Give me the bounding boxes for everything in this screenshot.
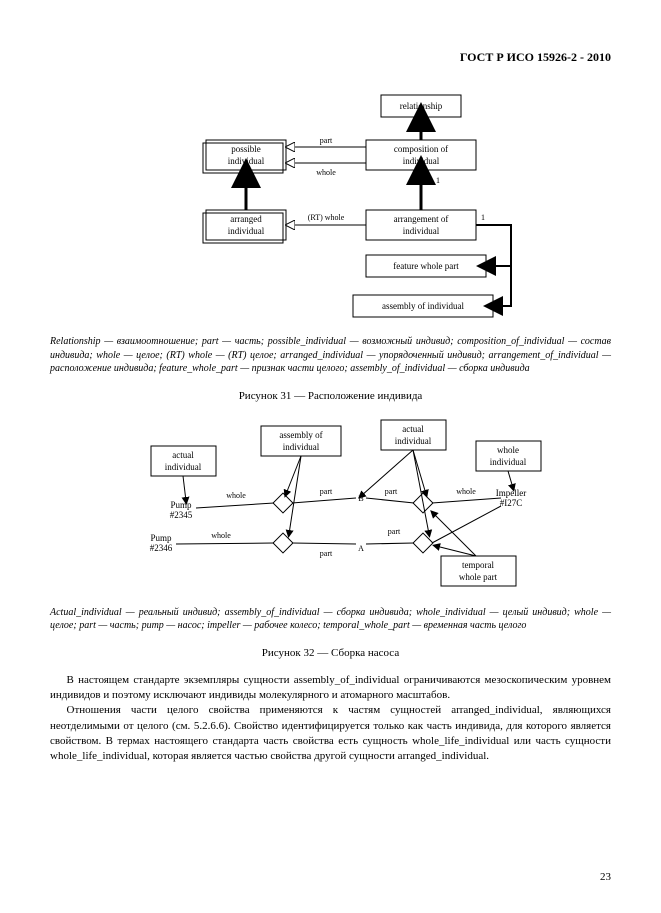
lbl-part3: part [384,487,397,496]
impeller-l1: Impeller [495,488,526,498]
node-actual2-l2: individual [394,436,431,446]
document-page: ГОСТ Р ИСО 15926-2 - 2010 relationship [0,0,661,913]
node-assembly: assembly of individual [382,301,464,311]
node-wholei-l2: individual [489,457,526,467]
node-assembly-l2: individual [282,442,319,452]
figure-32: actual individual assembly of individual… [50,416,611,596]
lbl-whole3: whole [456,487,476,496]
label-whole: whole [316,168,336,177]
node-composition-l2: individual [402,156,439,166]
page-number: 23 [600,871,611,883]
label-rt-whole: (RT) whole [307,213,344,222]
label-A: A [358,544,364,553]
node-relationship: relationship [399,101,442,111]
lbl-part1: part [319,487,332,496]
node-wholei-l1: whole [497,445,519,455]
pump2346-l2: #2346 [149,543,172,553]
node-feature: feature whole part [393,261,459,271]
label-one-b: 1 [436,176,440,185]
pump2345-l2: #2345 [169,510,192,520]
impeller-l2: #I27C [499,498,522,508]
standard-code: ГОСТ Р ИСО 15926-2 - 2010 [50,50,611,65]
figure-32-svg: actual individual assembly of individual… [81,416,581,596]
node-assembly-l1: assembly of [279,430,322,440]
node-composition-l1: composition of [393,144,447,154]
body-text: В настоящем стандарте экземпляры сущност… [50,673,611,765]
node-possible-l1: possible [231,144,261,154]
label-one-a: 1 [481,213,485,222]
lbl-part2: part [319,549,332,558]
node-temporal-l1: temporal [462,560,494,570]
node-temporal-l2: whole part [458,572,497,582]
figure-32-note: Actual_individual — реальный индивид; as… [50,606,611,633]
node-possible-l2: individual [227,156,264,166]
body-p2: Отношения части целого свойства применяю… [50,703,611,765]
node-arrangement-l1: arrangement of [393,214,448,224]
node-actual1-l2: individual [164,462,201,472]
body-p1: В настоящем стандарте экземпляры сущност… [50,673,611,704]
lbl-whole1: whole [226,491,246,500]
figure-32-caption: Рисунок 32 — Сборка насоса [50,647,611,659]
label-part: part [319,136,332,145]
figure-31-svg: relationship possible individual composi… [111,85,551,325]
node-arrangement-l2: individual [402,226,439,236]
node-actual2-l1: actual [402,424,424,434]
figure-31: relationship possible individual composi… [50,85,611,325]
lbl-whole2: whole [211,531,231,540]
lbl-part4: part [387,527,400,536]
pump2345-l1: Pump [170,500,192,510]
pump2346-l1: Pump [150,533,172,543]
node-arranged-l1: arranged [230,214,262,224]
figure-31-note: Relationship — взаимоотношение; part — ч… [50,335,611,376]
figure-31-caption: Рисунок 31 — Расположение индивида [50,390,611,402]
node-arranged-l2: individual [227,226,264,236]
node-actual1-l1: actual [172,450,194,460]
